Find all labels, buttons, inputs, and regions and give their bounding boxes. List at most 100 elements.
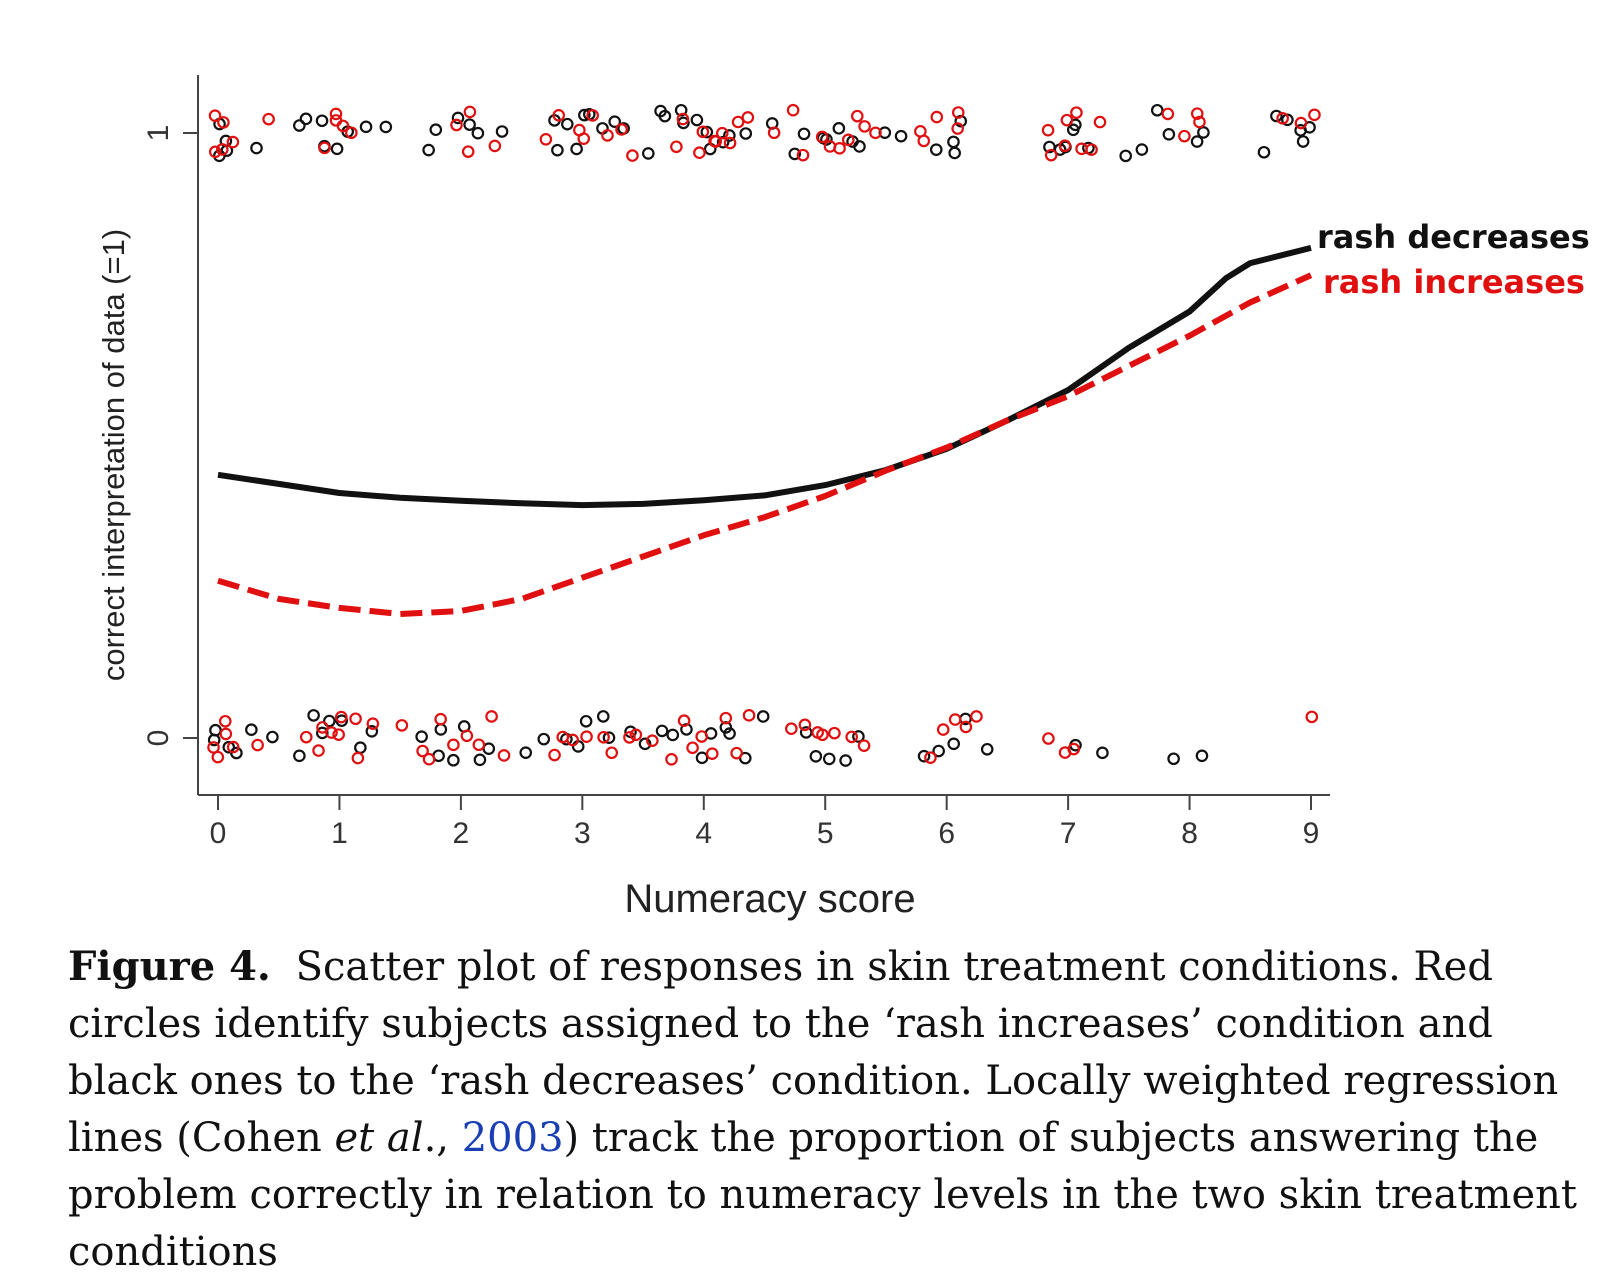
- data-point: [723, 727, 736, 740]
- data-point: [416, 744, 429, 758]
- data-point: [473, 753, 487, 767]
- data-point: [686, 741, 699, 755]
- data-point: [695, 730, 708, 743]
- data-point: [1167, 752, 1180, 766]
- data-point: [709, 135, 722, 148]
- data-point: [602, 731, 616, 745]
- data-point: [488, 139, 502, 153]
- data-point: [767, 126, 781, 140]
- data-point: [447, 753, 460, 767]
- data-point: [579, 714, 593, 728]
- data-point: [756, 710, 770, 723]
- series-label-rash-increases: rash increases: [1323, 263, 1585, 301]
- data-point: [218, 714, 232, 728]
- data-point: [262, 112, 275, 126]
- data-point: [293, 749, 306, 763]
- data-point: [537, 732, 551, 746]
- data-point: [948, 146, 961, 160]
- data-point: [266, 730, 279, 744]
- data-point: [853, 140, 866, 153]
- data-point: [666, 728, 680, 742]
- data-point: [822, 752, 836, 766]
- figure-caption: Figure 4. Scatter plot of responses in s…: [68, 938, 1598, 1281]
- data-point: [578, 108, 591, 122]
- data-point: [839, 754, 852, 767]
- x-tick-label: 4: [695, 817, 712, 850]
- data-point: [655, 724, 669, 738]
- data-point: [929, 143, 943, 156]
- data-point: [798, 718, 812, 732]
- data-point: [894, 129, 908, 143]
- data-point: [422, 143, 435, 157]
- x-tick-label: 6: [938, 817, 955, 850]
- data-point: [1270, 109, 1283, 123]
- data-point: [250, 141, 263, 155]
- data-point: [451, 111, 465, 125]
- data-point: [832, 122, 846, 135]
- x-tick-label: 9: [1303, 817, 1320, 850]
- data-point: [816, 728, 829, 742]
- x-tick-label: 2: [453, 817, 470, 850]
- data-point: [980, 742, 994, 756]
- data-point: [670, 140, 683, 154]
- data-point: [676, 112, 690, 126]
- y-axis-label: correct interpretation of data (=1): [96, 229, 131, 681]
- data-point: [646, 734, 659, 747]
- data-point: [597, 730, 610, 744]
- reference-link-2003[interactable]: 2003: [461, 1115, 564, 1161]
- axes: [197, 75, 1330, 796]
- data-point: [365, 725, 379, 738]
- data-points: [207, 103, 1321, 767]
- data-point: [605, 746, 619, 760]
- data-point: [334, 710, 348, 724]
- data-point: [615, 123, 628, 136]
- data-point: [566, 733, 579, 747]
- data-point: [577, 132, 591, 145]
- data-point: [696, 125, 710, 139]
- data-point: [519, 746, 533, 759]
- data-point: [330, 142, 344, 156]
- data-point: [690, 113, 704, 127]
- data-point: [658, 109, 672, 123]
- data-point: [705, 747, 719, 760]
- data-point: [951, 106, 965, 119]
- data-point: [251, 738, 264, 752]
- data-point: [345, 126, 358, 140]
- data-point: [216, 143, 229, 156]
- data-point: [485, 710, 498, 723]
- regression-line-rash-increases: [217, 272, 1313, 617]
- data-point: [463, 118, 476, 131]
- data-point: [786, 103, 800, 117]
- data-point: [434, 723, 448, 736]
- x-tick-label: 0: [210, 817, 227, 850]
- data-point: [539, 132, 553, 146]
- data-point: [552, 108, 566, 122]
- data-point: [1294, 116, 1308, 130]
- data-point: [415, 730, 428, 743]
- data-point: [208, 109, 222, 122]
- regression-line-rash-decreases: [217, 244, 1312, 509]
- data-point: [366, 717, 380, 730]
- data-point: [936, 723, 950, 736]
- figure-number: Figure 4.: [68, 943, 271, 990]
- data-point: [626, 149, 639, 162]
- data-point: [623, 731, 636, 744]
- caption-punct: .,: [423, 1115, 462, 1161]
- data-point: [1276, 112, 1289, 125]
- data-point: [970, 710, 983, 723]
- data-point: [1257, 145, 1271, 159]
- data-point: [852, 730, 865, 743]
- data-point: [954, 114, 968, 128]
- data-point: [1308, 108, 1321, 122]
- data-point: [1070, 106, 1083, 119]
- data-point: [1296, 135, 1310, 148]
- y-tick-label: 0: [142, 730, 175, 747]
- caption-text-part-2: ) track the proportion of subjects answe…: [68, 1115, 1577, 1275]
- data-point: [841, 133, 855, 147]
- data-point: [316, 726, 329, 740]
- data-point: [596, 710, 610, 723]
- data-point: [677, 714, 691, 728]
- data-point: [318, 141, 331, 155]
- data-point: [917, 134, 931, 148]
- data-point: [1058, 139, 1072, 153]
